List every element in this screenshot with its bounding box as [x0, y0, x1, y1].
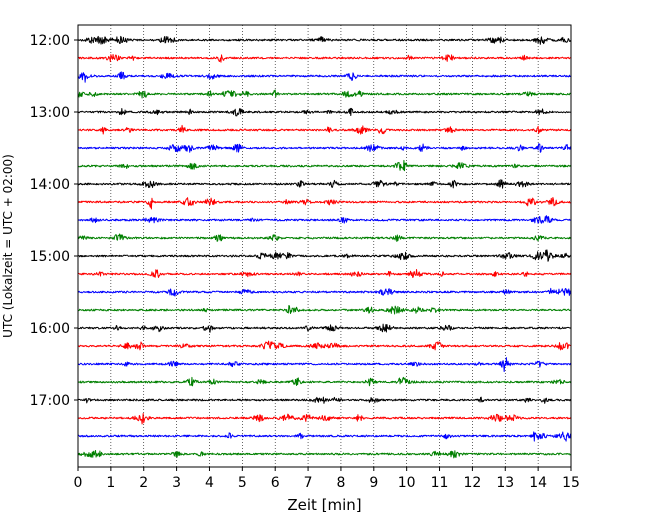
x-tick-label-3: 3: [172, 475, 181, 491]
trace-1545: [77, 305, 572, 315]
x-tick-label-4: 4: [205, 475, 214, 491]
trace-1415: [77, 196, 572, 210]
x-tick-label-8: 8: [336, 475, 345, 491]
x-tick-label-10: 10: [398, 475, 416, 491]
trace-1430: [77, 215, 572, 224]
trace-1615: [77, 340, 572, 351]
x-tick-label-1: 1: [106, 475, 115, 491]
y-tick-label-14:00: 14:00: [30, 177, 70, 193]
x-tick-label-9: 9: [369, 475, 378, 491]
trace-1700: [77, 396, 572, 404]
plot-background: [78, 25, 571, 467]
x-tick-label-14: 14: [529, 475, 547, 491]
trace-1345: [77, 159, 572, 172]
trace-1730: [77, 431, 572, 442]
x-tick-label-5: 5: [238, 475, 247, 491]
y-axis-label: UTC (Lokalzeit = UTC + 02:00): [1, 154, 15, 338]
seismogram-traces: [77, 35, 572, 459]
x-tick-label-15: 15: [562, 475, 580, 491]
trace-1715: [77, 412, 572, 425]
x-tick-label-12: 12: [463, 475, 481, 491]
y-tick-label-16:00: 16:00: [30, 321, 70, 337]
trace-1200: [77, 35, 572, 45]
x-tick-label-6: 6: [271, 475, 280, 491]
x-tick-label-11: 11: [431, 475, 449, 491]
trace-1400: [77, 179, 572, 189]
x-tick-label-0: 0: [74, 475, 83, 491]
trace-1230: [77, 71, 572, 83]
y-tick-label-13:00: 13:00: [30, 105, 70, 121]
y-axis-ticks: 12:00 13:00 14:00 15:00 16:00 17:00: [30, 33, 78, 409]
x-tick-label-13: 13: [496, 475, 514, 491]
trace-1515: [77, 269, 572, 278]
trace-1645: [77, 376, 572, 387]
x-tick-label-2: 2: [139, 475, 148, 491]
trace-1530: [77, 287, 572, 297]
trace-1300: [77, 107, 572, 117]
trace-1745: [77, 449, 572, 459]
plot-frame: [77, 24, 572, 468]
y-tick-label-15:00: 15:00: [30, 249, 70, 265]
x-tick-label-7: 7: [304, 475, 313, 491]
trace-1445: [77, 233, 572, 242]
trace-1500: [77, 249, 572, 262]
y-tick-label-12:00: 12:00: [30, 33, 70, 49]
trace-1330: [77, 143, 572, 153]
x-axis-ticks: 0 1 2 3 4 5 6 7 8 9 10 11 12 13 14 15: [74, 467, 580, 491]
trace-1630: [77, 357, 572, 373]
trace-1245: [77, 89, 572, 99]
trace-1215: [77, 53, 572, 63]
x-axis-label: Zeit [min]: [287, 496, 361, 514]
trace-1600: [77, 323, 572, 333]
y-tick-label-17:00: 17:00: [30, 393, 70, 409]
trace-1315: [77, 124, 572, 135]
